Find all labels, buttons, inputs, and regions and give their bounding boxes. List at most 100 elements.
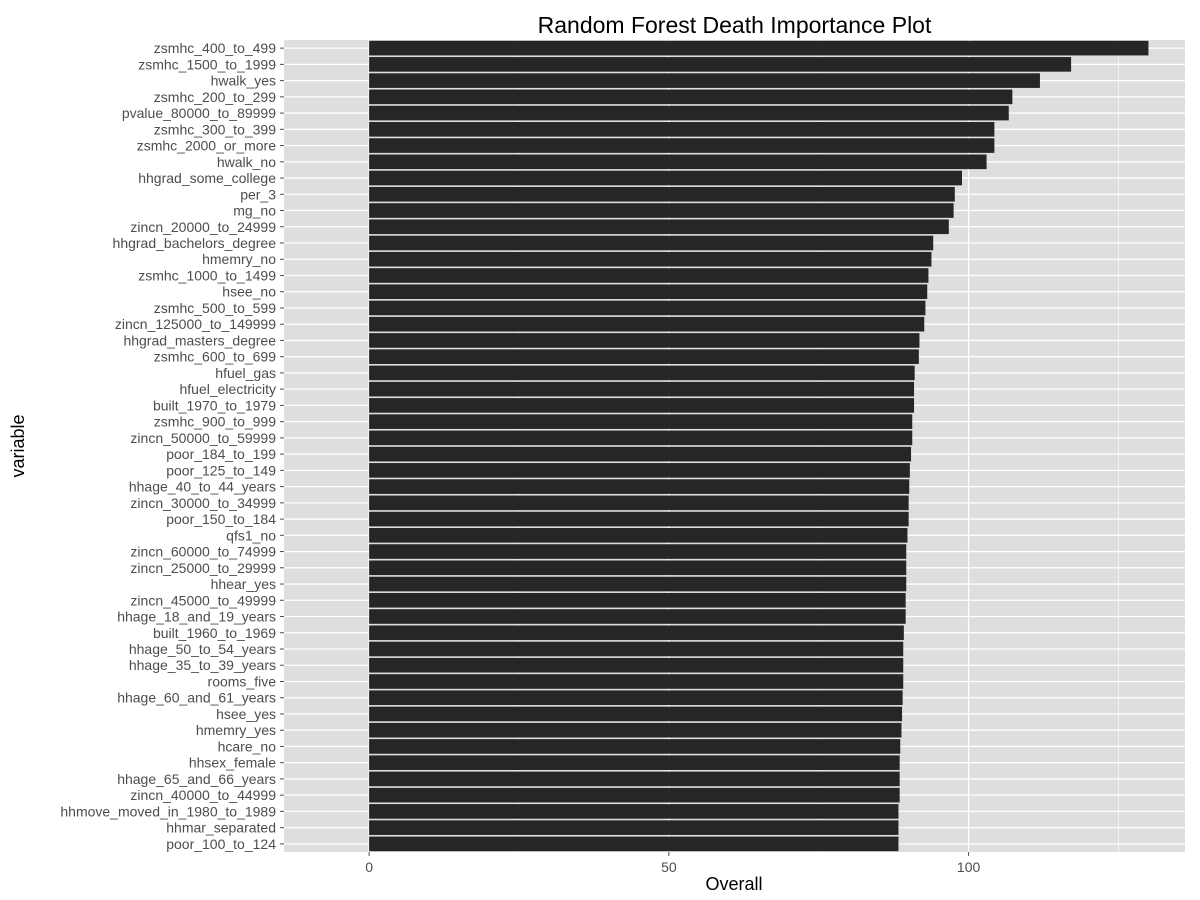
y-tick-label: pvalue_80000_to_89999 [122,105,276,121]
y-tick-label: hsee_yes [216,706,276,722]
x-tick-labels: 0 50 100 [365,852,980,875]
bars [369,40,1149,852]
bar [369,446,912,462]
bar [369,495,909,511]
bar [369,414,913,429]
x-tick-label: 100 [957,859,981,875]
y-tick-label: hhage_65_and_66_years [117,771,276,787]
bar [369,398,915,413]
bar [369,560,907,576]
y-tick-label: hhgrad_some_college [138,170,276,186]
x-tick-label: 50 [661,859,677,875]
y-tick-label: hhmove_moved_in_1980_to_1989 [60,803,276,819]
bar [369,268,929,283]
y-tick-label: poor_150_to_184 [166,511,276,527]
bar [369,755,900,770]
bar [369,609,906,624]
bar [369,349,919,364]
y-tick-label: per_3 [240,186,276,202]
bar [369,787,900,803]
y-tick-label: hhage_60_and_61_years [117,690,276,706]
y-tick-label: hhsex_female [189,755,276,771]
y-tick-label: hsee_no [222,284,276,300]
y-tick-label: zincn_125000_to_149999 [115,316,276,332]
y-tick-label: hwalk_no [217,154,276,170]
bar [369,73,1040,88]
y-tick-label: qfs1_no [226,527,276,543]
y-axis-title: variable [8,414,28,477]
bar [369,479,910,494]
bar [369,138,995,153]
bar [369,430,913,446]
y-tick-label: zsmhc_1500_to_1999 [138,56,276,72]
bar [369,625,904,641]
y-tick-label: hhgrad_bachelors_degree [113,235,277,251]
bar [369,186,955,202]
y-tick-label: mg_no [233,203,276,219]
bar [369,105,1009,121]
bar [369,203,954,218]
y-tick-label: zincn_20000_to_24999 [130,219,276,235]
y-tick-label: zincn_45000_to_49999 [130,592,276,608]
y-tick-label: built_1960_to_1969 [153,625,276,641]
x-axis-title: Overall [705,874,762,894]
x-tick-label: 0 [365,859,373,875]
y-tick-label: hfuel_gas [215,365,276,381]
bar [369,528,908,543]
bar [369,40,1149,56]
bar [369,300,926,316]
y-tick-labels: zsmhc_400_to_499zsmhc_1500_to_1999hwalk_… [60,40,284,852]
bar [369,690,903,706]
y-tick-label: hfuel_electricity [180,381,277,397]
y-tick-label: hhgrad_masters_degree [123,332,276,348]
y-tick-label: hhage_50_to_54_years [129,641,276,657]
y-tick-label: hmemry_yes [196,722,276,738]
bar [369,511,909,527]
bar [369,576,907,592]
y-tick-label: zsmhc_900_to_999 [154,414,276,430]
y-tick-label: poor_125_to_149 [166,462,276,478]
y-tick-label: zsmhc_200_to_299 [154,89,276,105]
chart-title: Random Forest Death Importance Plot [537,12,932,38]
y-tick-label: hhage_18_and_19_years [117,609,276,625]
y-tick-label: zsmhc_400_to_499 [154,40,276,56]
bar [369,219,949,235]
bar [369,316,925,332]
y-tick-label: hhear_yes [211,576,276,592]
bar [369,381,915,397]
y-tick-label: hwalk_yes [211,73,276,89]
y-tick-label: hhmar_separated [166,820,276,836]
bar [369,235,934,251]
y-tick-label: built_1970_to_1979 [153,397,276,413]
y-tick-label: hhage_40_to_44_years [129,479,276,495]
bar [369,57,1072,72]
bar [369,592,906,608]
bar [369,641,904,657]
bar [369,722,902,738]
y-tick-label: zsmhc_600_to_699 [154,349,276,365]
y-tick-label: zsmhc_500_to_599 [154,300,276,316]
bar [369,251,932,267]
y-tick-label: zincn_60000_to_74999 [130,544,276,560]
bar [369,89,1013,105]
bar [369,739,901,754]
bar [369,333,920,348]
bar [369,170,962,186]
bar [369,544,907,559]
bar [369,284,928,300]
bar [369,154,987,170]
y-tick-label: poor_100_to_124 [166,836,276,852]
y-tick-label: zsmhc_1000_to_1499 [138,267,276,283]
bar [369,804,899,819]
bar [369,706,903,722]
bar [369,820,899,835]
y-tick-label: zincn_50000_to_59999 [130,430,276,446]
y-tick-label: hcare_no [218,738,277,754]
y-tick-label: hmemry_no [202,251,276,267]
y-tick-label: rooms_five [208,673,277,689]
bar [369,463,910,478]
bar [369,836,899,852]
bar [369,122,995,137]
bar [369,674,904,689]
